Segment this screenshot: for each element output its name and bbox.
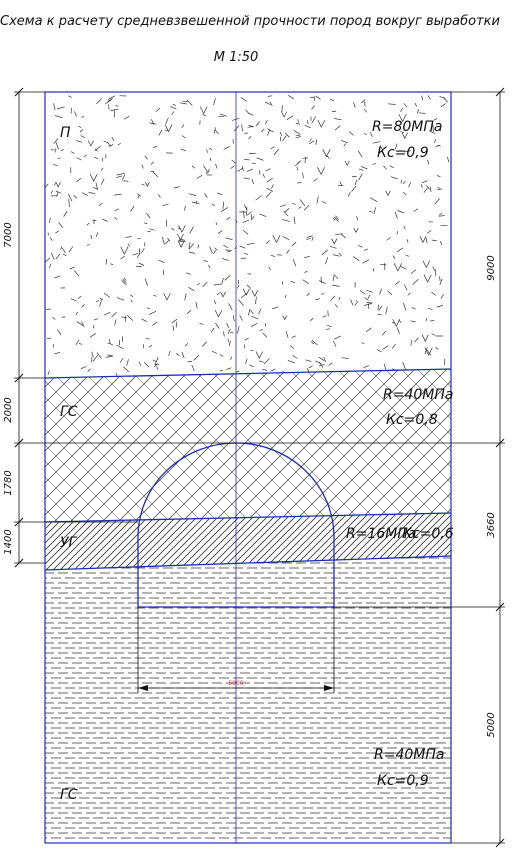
- layer-gs2-strength: R=40МПа: [374, 747, 444, 763]
- layer-ug-strength: R=16МПа: [346, 526, 416, 542]
- layer-p-kc: Кс=0,9: [377, 145, 429, 161]
- dim-ticks-left: [14, 87, 24, 568]
- layer-ug-code: УГ: [60, 535, 78, 551]
- dim-left-1400: 1400: [3, 529, 14, 554]
- dim-left-1780: 1780: [3, 470, 14, 495]
- boundary-gs-ug: [44, 512, 452, 523]
- boundary-p-gs: [44, 368, 452, 379]
- layer-p-fill: [45, 92, 451, 378]
- dim-left-7000: 7000: [3, 222, 14, 247]
- layer-gs2-kc: Кс=0,9: [377, 773, 429, 789]
- dim-arrow-width-left: [138, 685, 148, 691]
- diagram-title: Схема к расчету средневзвешенной прочнос…: [0, 14, 500, 29]
- dim-ticks-right: [495, 87, 505, 848]
- dim-right-3660: 3660: [486, 512, 497, 537]
- dim-right-9000: 9000: [486, 255, 497, 280]
- dim-left-2000: 2000: [3, 397, 14, 422]
- layer-gs1-kc: Кс=0,8: [386, 412, 438, 428]
- layer-gs2-code: ГС: [60, 787, 78, 803]
- layer-gs1-code: ГС: [60, 404, 78, 420]
- layer-gs2-fill: [45, 556, 451, 843]
- section-frame: [44, 91, 452, 844]
- layer-gs1-strength: R=40МПа: [383, 387, 453, 403]
- layer-p-strength: R=80МПа: [372, 119, 442, 135]
- dim-right-5000: 5000: [486, 712, 497, 737]
- layer-gs1-fill: [45, 369, 451, 522]
- layer-ug-kc: Кс=0,6: [402, 526, 454, 542]
- boundary-ug-gs: [44, 555, 452, 571]
- layer-p-code: П: [60, 125, 71, 141]
- dim-arrow-width-right: [324, 685, 334, 691]
- dim-width-label: 5000: [228, 680, 243, 687]
- diagram-scale: М 1:50: [214, 50, 259, 65]
